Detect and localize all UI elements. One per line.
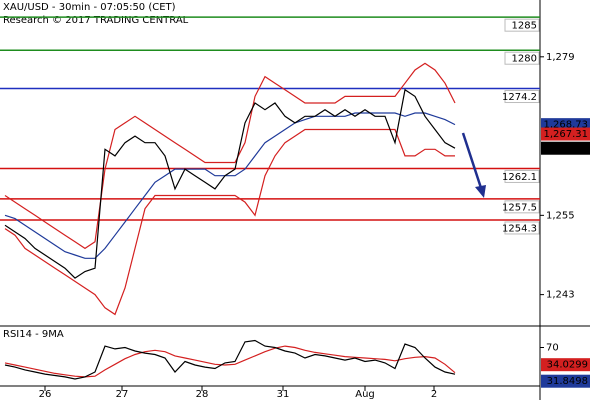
- x-tick-label: Aug: [355, 389, 375, 400]
- y-tick-label: 1,279: [546, 52, 575, 63]
- level-label: 1257.5: [502, 202, 537, 213]
- forecast-arrow: [461, 132, 486, 198]
- level-label-box: [504, 169, 540, 183]
- x-tick-label: 27: [116, 389, 129, 400]
- x-tick-label: 31: [277, 389, 290, 400]
- level-label-box: [504, 221, 540, 235]
- x-tick-label: 2: [431, 389, 437, 400]
- y-tick-label: 1,243: [546, 290, 575, 301]
- price-marker-label: 1,265.16: [543, 143, 588, 154]
- price-marker-label: 34.0299: [547, 360, 588, 371]
- level-label-box: [504, 18, 540, 32]
- level-label: 1285: [512, 21, 537, 32]
- y-tick-label: 1,255: [546, 210, 575, 221]
- series-line: [4, 128, 455, 316]
- level-label-box: [504, 90, 540, 104]
- price-marker-label: 31.8498: [547, 376, 588, 387]
- level-label: 1274.2: [502, 92, 537, 103]
- panel-title: RSI14 - 9MA: [3, 329, 64, 340]
- level-label: 1280: [512, 54, 537, 65]
- chart-title: XAU/USD - 30min - 07:05:50 (CET): [3, 2, 176, 13]
- series-line: [4, 345, 456, 378]
- series-line: [4, 88, 456, 279]
- x-tick-label: 28: [196, 389, 209, 400]
- chart-subtitle: Research © 2017 TRADING CENTRAL: [3, 15, 189, 26]
- level-label-box: [504, 51, 540, 65]
- series-line: [4, 112, 456, 259]
- y-tick-label: 70: [546, 343, 559, 354]
- price-marker-box: [541, 141, 590, 155]
- price-marker-box: [541, 374, 590, 388]
- price-marker-label: 1,267.31: [543, 129, 588, 140]
- level-label-box: [504, 200, 540, 214]
- x-tick-label: 26: [39, 389, 52, 400]
- level-label: 1262.1: [502, 172, 537, 183]
- price-marker-box: [541, 127, 590, 141]
- series-line: [4, 62, 456, 250]
- price-marker-box: [541, 358, 590, 372]
- level-label: 1254.3: [502, 223, 537, 234]
- series-line: [4, 339, 456, 380]
- price-marker-label: 1,268.73: [543, 120, 588, 131]
